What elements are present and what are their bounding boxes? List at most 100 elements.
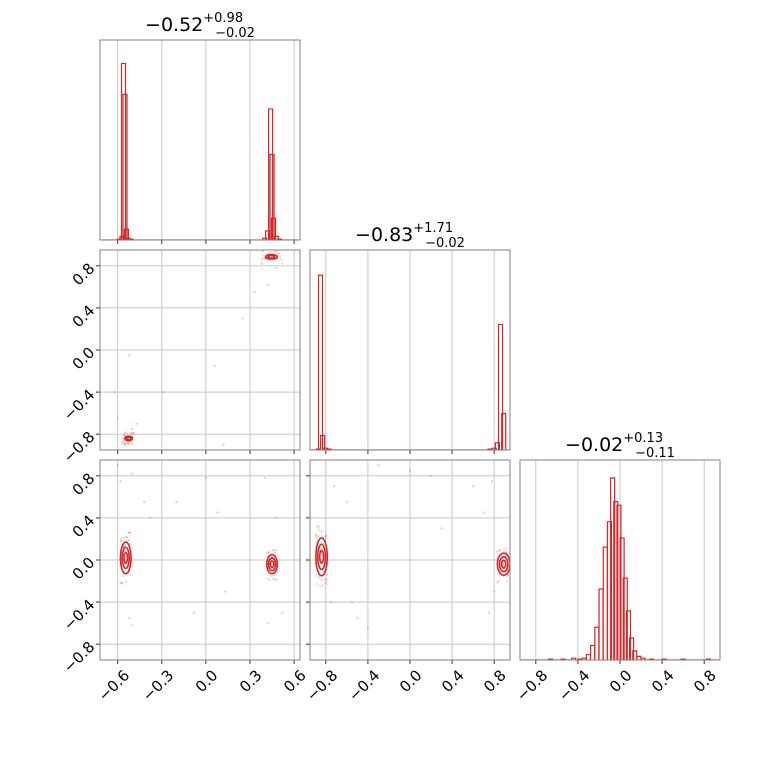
x-tick-label: 0.0 — [192, 666, 222, 696]
title-param-0: −0.52+0.98 −0.02 — [145, 11, 255, 41]
density-contour — [267, 254, 276, 259]
scatter-point — [271, 549, 275, 552]
scatter-point — [128, 531, 132, 534]
hist2d-0-2: −0.6 −0.3 0.0 0.3 0.6−0.8−0.40.00.40.8 — [60, 459, 310, 705]
panel-frame — [519, 459, 721, 661]
scatter-point — [162, 390, 165, 394]
density-contour — [269, 560, 275, 569]
scatter-point — [440, 527, 443, 530]
x-tick-label: −0.4 — [555, 666, 593, 704]
density-contour — [318, 549, 325, 564]
scatter-point — [126, 431, 129, 434]
density-contour — [315, 537, 329, 577]
scatter-point — [263, 257, 266, 260]
scatter-point — [123, 544, 126, 547]
scatter-point — [333, 485, 336, 488]
scatter-point — [131, 427, 134, 431]
scatter-point — [321, 547, 324, 550]
density-contour — [265, 553, 279, 575]
scatter-point — [135, 422, 138, 425]
scatter-point — [273, 250, 277, 253]
scatter-point — [241, 317, 244, 320]
x-tick-label: −0.8 — [303, 666, 341, 704]
density-contour — [264, 253, 278, 260]
scatter-point — [261, 250, 265, 253]
scatter-point — [504, 547, 508, 550]
scatter-point — [266, 551, 269, 554]
scatter-point — [131, 432, 134, 435]
scatter-point — [487, 611, 491, 614]
scatter-point — [123, 443, 127, 446]
scatter-point — [324, 581, 327, 584]
panel-frame — [309, 249, 511, 451]
scatter-point — [148, 516, 152, 520]
y-tick-label: −0.4 — [60, 596, 98, 634]
scatter-point — [268, 578, 271, 581]
scatter-point — [126, 539, 129, 543]
scatter-point — [326, 582, 329, 586]
scatter-point — [265, 571, 268, 574]
scatter-point — [126, 441, 129, 444]
scatter-point — [213, 364, 216, 367]
x-tick-label: −0.6 — [95, 666, 133, 704]
scatter-point — [125, 536, 128, 539]
hist2d-1-2: −0.8 −0.4 0.0 0.4 0.8 — [303, 459, 511, 705]
scatter-point — [273, 551, 277, 555]
scatter-point — [275, 548, 278, 552]
scatter-point — [496, 581, 499, 584]
y-tick-label: 0.4 — [69, 512, 99, 542]
scatter-point — [314, 574, 318, 578]
scatter-point — [326, 573, 329, 577]
scatter-point — [317, 528, 321, 532]
scatter-point — [127, 531, 131, 534]
scatter-point — [267, 550, 271, 554]
title-param-2: −0.02+0.13 −0.11 — [565, 431, 675, 461]
scatter-point — [281, 611, 284, 614]
panel-frame — [309, 459, 511, 661]
scatter-point — [120, 581, 124, 585]
scatter-point — [350, 600, 354, 604]
hist-step-line — [310, 274, 510, 450]
panel-frame — [99, 459, 301, 661]
density-contour — [119, 541, 132, 575]
scatter-point — [142, 500, 146, 504]
scatter-point — [502, 549, 506, 552]
x-tick-label: −0.3 — [139, 666, 177, 704]
scatter-point — [505, 580, 509, 583]
scatter-point — [175, 500, 178, 504]
scatter-point — [320, 530, 323, 533]
scatter-point — [498, 549, 501, 552]
scatter-point — [366, 627, 370, 630]
y-tick-label: 0.0 — [69, 344, 99, 374]
scatter-point — [222, 443, 225, 446]
scatter-point — [276, 252, 280, 255]
density-contour — [316, 543, 327, 571]
scatter-point — [408, 469, 412, 472]
scatter-point — [315, 525, 319, 528]
scatter-point — [223, 590, 227, 593]
scatter-point — [324, 534, 327, 537]
y-tick-label: −0.4 — [60, 386, 98, 424]
scatter-point — [505, 550, 508, 554]
scatter-point — [129, 574, 132, 577]
density-contour — [125, 436, 132, 441]
scatter-point — [130, 431, 134, 434]
scatter-point — [266, 577, 269, 580]
panel-hist-param-1: −0.83+1.71 −0.02 — [355, 221, 465, 251]
x-tick-label: 0.4 — [648, 666, 678, 696]
scatter-point — [497, 579, 500, 583]
plot-area — [100, 62, 300, 240]
scatter-point — [261, 253, 264, 256]
scatter-point — [119, 479, 122, 483]
scatter-point — [122, 433, 126, 437]
x-tick-label: 0.4 — [438, 666, 468, 696]
scatter-point — [266, 283, 269, 286]
x-tick-label: −0.4 — [345, 666, 383, 704]
scatter-point — [216, 511, 219, 514]
scatter-point — [502, 563, 505, 566]
scatter-point — [253, 290, 256, 294]
scatter-point — [122, 439, 125, 442]
scatter-point — [377, 464, 380, 467]
density-contour — [267, 557, 277, 572]
scatter-point — [275, 516, 278, 520]
